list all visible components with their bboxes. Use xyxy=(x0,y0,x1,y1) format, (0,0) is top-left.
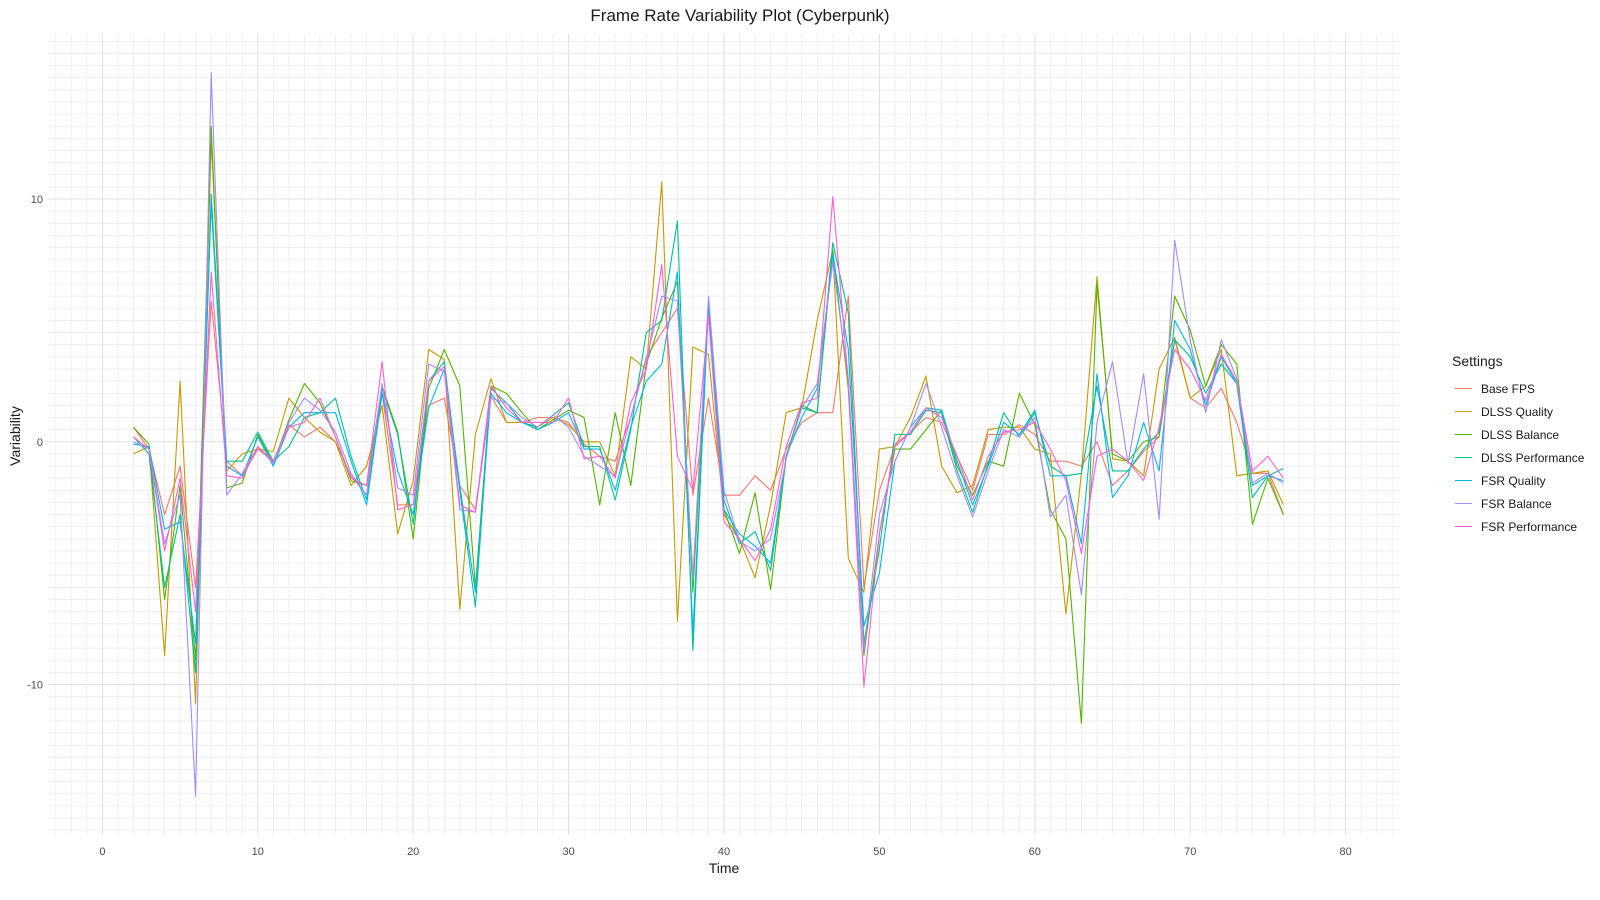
x-tick-label: 50 xyxy=(873,846,885,858)
legend-item-fsr-balance: FSR Balance xyxy=(1452,492,1584,515)
legend-item-fsr-performance: FSR Performance xyxy=(1452,515,1584,538)
legend-item-dlss-balance: DLSS Balance xyxy=(1452,423,1584,446)
legend-item-dlss-quality: DLSS Quality xyxy=(1452,400,1584,423)
y-tick-label: 0 xyxy=(37,437,43,449)
x-tick-label: 60 xyxy=(1029,846,1041,858)
y-axis-title: Variability xyxy=(7,406,23,466)
y-tick-label: 10 xyxy=(31,194,43,206)
legend-label: Base FPS xyxy=(1481,381,1536,396)
x-tick-label: 0 xyxy=(99,846,105,858)
legend-key-line xyxy=(1455,388,1472,389)
legend-label: DLSS Balance xyxy=(1481,427,1560,442)
x-tick-label: 40 xyxy=(718,846,730,858)
x-tick-label: 10 xyxy=(252,846,264,858)
x-tick-label: 20 xyxy=(407,846,419,858)
legend-label: FSR Quality xyxy=(1481,473,1546,488)
legend-label: DLSS Performance xyxy=(1481,450,1585,465)
legend-key-line xyxy=(1455,411,1472,412)
legend-item-dlss-performance: DLSS Performance xyxy=(1452,446,1584,469)
legend-item-base-fps: Base FPS xyxy=(1452,377,1584,400)
legend-label: DLSS Quality xyxy=(1481,404,1554,419)
legend-key-line xyxy=(1455,503,1472,504)
legend-key-line xyxy=(1455,457,1472,458)
legend-items: Base FPS DLSS Quality DLSS Balance DLSS Per… xyxy=(1452,377,1584,538)
legend-title: Settings xyxy=(1452,353,1503,369)
series-line-base-fps xyxy=(133,295,1284,588)
legend-key-line xyxy=(1455,434,1472,435)
legend-key-line xyxy=(1455,480,1472,481)
chart-title: Frame Rate Variability Plot (Cyberpunk) xyxy=(590,6,890,25)
x-axis-tick-labels: 0 10 20 30 40 50 60 70 80 xyxy=(99,846,1351,858)
series-lines xyxy=(133,72,1284,797)
legend-key-line xyxy=(1455,526,1472,527)
y-tick-label: -10 xyxy=(27,680,43,692)
legend: Settings Base FPS DLSS Quality DLSS Balanc… xyxy=(1452,353,1584,538)
series-line-dlss-quality xyxy=(133,137,1284,705)
y-axis-tick-labels: -10 0 10 xyxy=(27,194,43,691)
legend-item-fsr-quality: FSR Quality xyxy=(1452,469,1584,492)
series-line-fsr-balance xyxy=(133,72,1284,797)
legend-label: FSR Balance xyxy=(1481,496,1552,511)
x-tick-label: 70 xyxy=(1184,846,1196,858)
series-line-fsr-performance xyxy=(133,196,1284,688)
x-tick-label: 30 xyxy=(562,846,574,858)
x-tick-label: 80 xyxy=(1339,846,1351,858)
legend-label: FSR Performance xyxy=(1481,519,1578,534)
x-axis-title: Time xyxy=(709,860,740,876)
